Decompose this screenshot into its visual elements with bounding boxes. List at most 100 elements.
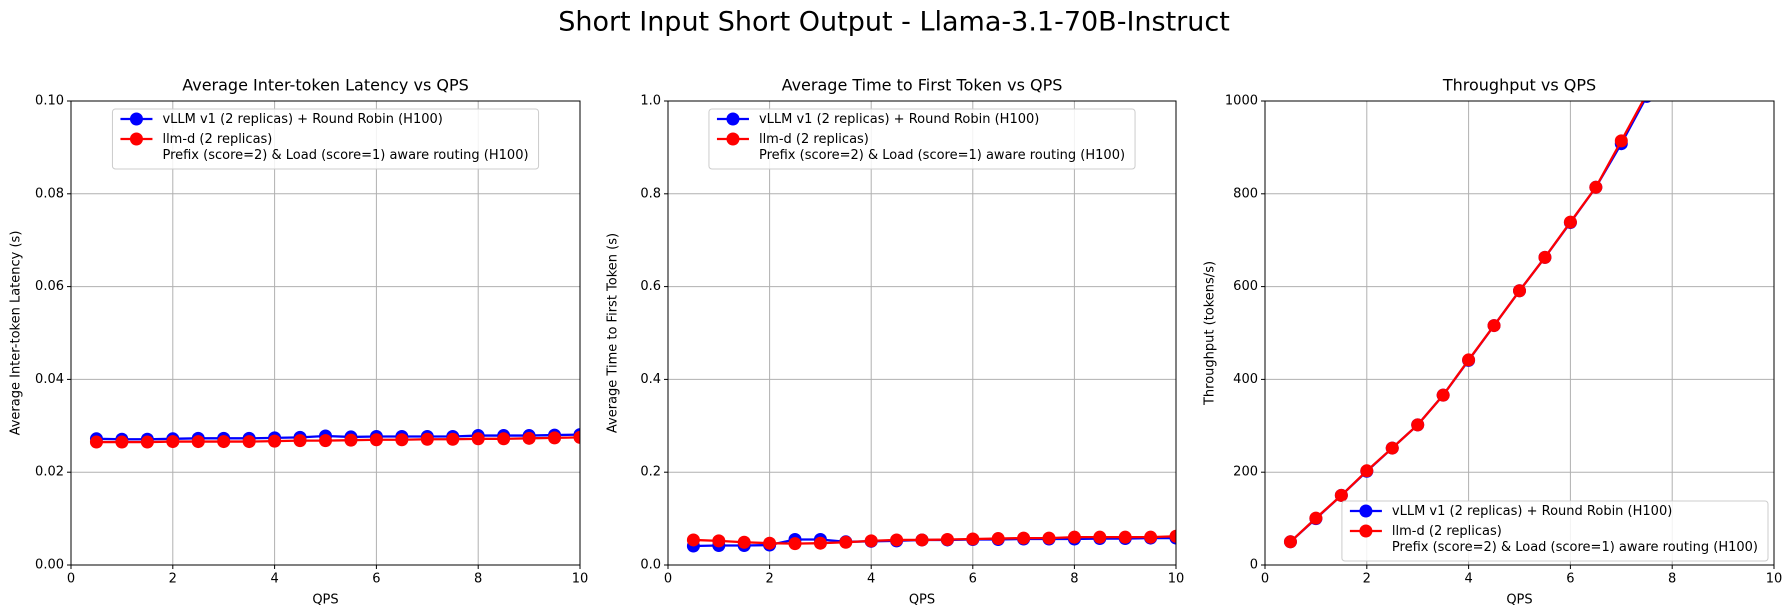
y-tick-label: 600 bbox=[1233, 279, 1258, 294]
y-tick-label: 0.10 bbox=[35, 94, 64, 109]
data-point bbox=[1309, 511, 1323, 525]
data-point bbox=[1118, 530, 1132, 544]
data-point bbox=[1411, 418, 1425, 432]
data-point bbox=[140, 435, 154, 449]
legend-box bbox=[1341, 500, 1769, 562]
legend-label: llm-d (2 replicas) Prefix (score=2) & Loa… bbox=[1392, 524, 1758, 555]
data-point bbox=[548, 431, 562, 445]
data-point bbox=[788, 537, 802, 551]
legend-marker bbox=[1359, 504, 1373, 518]
plot-area bbox=[89, 428, 580, 449]
data-point bbox=[319, 434, 332, 448]
data-point bbox=[217, 435, 231, 449]
x-axis-label: QPS bbox=[312, 593, 338, 608]
y-tick-label: 1000 bbox=[1225, 94, 1258, 109]
data-point bbox=[940, 532, 954, 546]
data-point bbox=[166, 435, 180, 449]
data-point bbox=[763, 536, 777, 550]
legend: vLLM v1 (2 replicas) + Round Robin (H100… bbox=[111, 108, 540, 170]
y-axis-label: Average Inter-token Latency (s) bbox=[9, 231, 24, 436]
data-point bbox=[573, 430, 580, 444]
subplot-title: Throughput vs QPS bbox=[1442, 76, 1596, 95]
legend: vLLM v1 (2 replicas) + Round Robin (H100… bbox=[1341, 500, 1769, 562]
data-point bbox=[1067, 530, 1081, 544]
data-point bbox=[1283, 535, 1297, 549]
x-tick-label: 8 bbox=[474, 572, 482, 587]
data-point bbox=[1487, 319, 1501, 333]
data-point bbox=[1640, 88, 1653, 101]
x-tick-label: 10 bbox=[572, 572, 589, 587]
data-point bbox=[1169, 529, 1176, 543]
data-point bbox=[991, 532, 1005, 546]
legend-label: llm-d (2 replicas) Prefix (score=2) & Loa… bbox=[759, 132, 1125, 163]
axes-frame bbox=[70, 100, 581, 566]
data-point bbox=[1538, 250, 1552, 264]
legend-label: llm-d (2 replicas) Prefix (score=2) & Loa… bbox=[162, 132, 528, 163]
data-point bbox=[1093, 530, 1107, 544]
data-point bbox=[813, 536, 827, 550]
data-point bbox=[1462, 353, 1476, 367]
x-tick-label: 4 bbox=[1464, 572, 1472, 587]
data-point bbox=[737, 535, 751, 549]
y-tick-label: 0.00 bbox=[35, 558, 64, 573]
y-axis-label: Throughput (tokens/s) bbox=[1203, 261, 1218, 406]
data-point bbox=[344, 433, 358, 447]
data-point bbox=[268, 434, 282, 448]
axes-frame bbox=[667, 100, 1177, 566]
data-point bbox=[686, 533, 700, 547]
data-point bbox=[1589, 180, 1603, 194]
data-point bbox=[1513, 284, 1526, 298]
data-point bbox=[89, 435, 103, 449]
data-point bbox=[242, 435, 256, 449]
x-tick-label: 6 bbox=[372, 572, 380, 587]
plot-area bbox=[686, 529, 1176, 553]
y-tick-label: 0.6 bbox=[640, 279, 661, 294]
x-tick-label: 6 bbox=[969, 572, 977, 587]
figure-title: Short Input Short Output - Llama-3.1-70B… bbox=[558, 7, 1230, 38]
data-point bbox=[1614, 134, 1628, 148]
legend-marker bbox=[726, 132, 740, 146]
data-point bbox=[522, 431, 536, 445]
data-point bbox=[1360, 464, 1374, 478]
data-point bbox=[839, 535, 853, 549]
x-tick-label: 4 bbox=[270, 572, 278, 587]
legend-marker bbox=[1359, 524, 1373, 538]
x-tick-label: 10 bbox=[1168, 572, 1185, 587]
x-tick-label: 0 bbox=[664, 572, 672, 587]
plot-area bbox=[1283, 88, 1653, 549]
y-tick-label: 1.0 bbox=[640, 94, 661, 109]
y-tick-label: 0.4 bbox=[640, 372, 661, 387]
x-tick-label: 2 bbox=[169, 572, 177, 587]
y-tick-label: 800 bbox=[1233, 186, 1258, 201]
axes-frame bbox=[1264, 100, 1775, 566]
x-tick-label: 8 bbox=[1668, 572, 1676, 587]
data-point bbox=[395, 433, 409, 447]
data-point bbox=[1334, 488, 1348, 502]
data-point bbox=[1385, 441, 1399, 455]
legend-label: vLLM v1 (2 replicas) + Round Robin (H100… bbox=[1392, 504, 1672, 519]
subplot: Average Time to First Token vs QPS 0 2 4 6 8 1… bbox=[606, 76, 1185, 608]
y-tick-label: 0.2 bbox=[640, 465, 661, 480]
y-tick-label: 0.04 bbox=[35, 372, 64, 387]
data-point bbox=[369, 433, 383, 447]
y-tick-label: 0.06 bbox=[35, 279, 64, 294]
y-tick-label: 200 bbox=[1233, 465, 1258, 480]
data-point bbox=[420, 432, 434, 446]
x-tick-label: 0 bbox=[67, 572, 75, 587]
data-point bbox=[293, 434, 307, 448]
data-point bbox=[712, 534, 726, 548]
y-tick-label: 0 bbox=[1250, 558, 1258, 573]
data-point bbox=[1017, 531, 1031, 545]
data-point bbox=[115, 435, 129, 449]
legend: vLLM v1 (2 replicas) + Round Robin (H100… bbox=[708, 108, 1136, 170]
data-point bbox=[446, 432, 460, 446]
legend-marker bbox=[726, 112, 740, 126]
subplot-title: Average Inter-token Latency vs QPS bbox=[182, 76, 469, 95]
legend-label: vLLM v1 (2 replicas) + Round Robin (H100… bbox=[162, 112, 442, 127]
legend-box bbox=[111, 108, 540, 170]
x-tick-label: 4 bbox=[867, 572, 875, 587]
subplot-title: Average Time to First Token vs QPS bbox=[782, 76, 1063, 95]
subplot: Throughput vs QPS 0 2 4 6 8 10 0 200 400 600 800 100… bbox=[1203, 76, 1783, 608]
